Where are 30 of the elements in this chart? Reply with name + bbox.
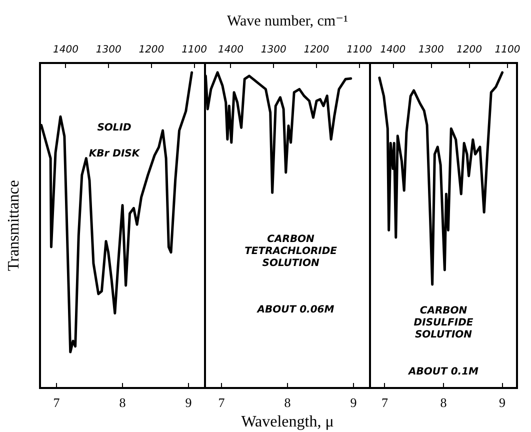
x2-tick-label: 1200 [138,44,164,56]
x-tick-label: 9 [350,395,357,410]
annotation: ABOUT 0.1M [408,366,479,378]
x-tick-label: 7 [53,395,60,410]
x2-tick-label: 1300 [260,44,286,56]
annotation: CARBON TETRACHLORIDE SOLUTION [244,234,338,269]
x-tick-label: 7 [381,395,388,410]
x2-tick-label: 1400 [218,44,244,56]
x2-tick-label: 1200 [304,44,330,56]
x2-tick-label: 1200 [456,44,482,56]
x-tick-label: 9 [499,395,506,410]
x2-tick-label: 1300 [418,44,444,56]
annotation: CARBON DISULFIDE SOLUTION [414,306,474,340]
x-tick-label: 8 [119,395,126,410]
x2-tick-label: 1400 [380,44,406,56]
x-axis-title: Wavelength, μ [241,414,334,430]
x-tick-label: 7 [218,395,226,410]
annotation: ABOUT 0.06M [256,304,334,316]
x2-tick-label: 1400 [52,44,78,56]
annotation: SOLID [97,122,132,134]
x-tick-label: 9 [185,395,192,410]
x2-tick-label: 1100 [182,44,208,56]
x2-tick-label: 1100 [346,44,372,56]
y-axis-title: Transmittance [6,180,22,271]
x2-tick-label: 1100 [494,44,520,56]
x-tick-label: 8 [284,395,291,410]
annotation: KBr DISK [88,148,141,160]
x2-tick-label: 1300 [96,44,122,56]
x-tick-label: 8 [440,395,447,410]
x2-axis-title: Wave number, cm⁻¹ [227,14,348,30]
